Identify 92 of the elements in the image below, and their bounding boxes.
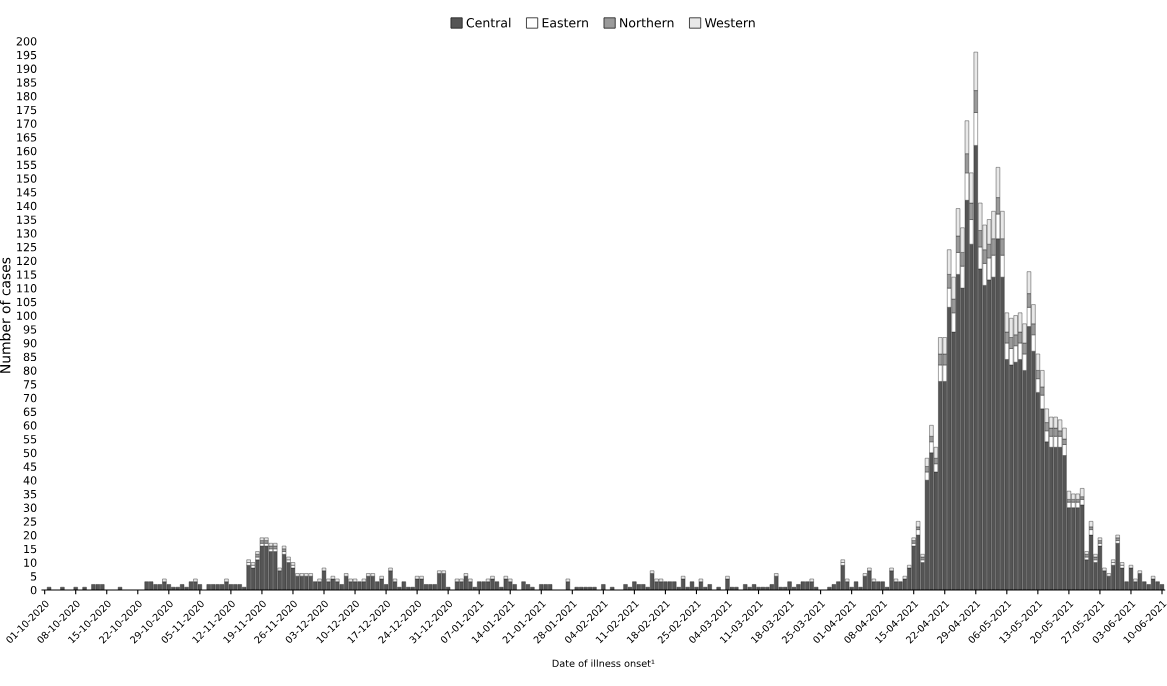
bar xyxy=(525,584,531,590)
bar xyxy=(188,581,194,590)
y-tick-label: 165 xyxy=(17,133,37,142)
y-tick-label: 160 xyxy=(17,146,37,156)
legend-label: Northern xyxy=(620,17,674,28)
bar xyxy=(237,584,242,590)
bar xyxy=(1159,584,1165,590)
y-tick-label: 125 xyxy=(17,242,37,252)
y-tick-label: 170 xyxy=(17,119,37,128)
y-tick-label: 100 xyxy=(17,311,37,320)
y-tick-label: 70 xyxy=(23,393,37,403)
y-tick-label: 80 xyxy=(23,366,37,375)
bar xyxy=(299,576,304,590)
bar xyxy=(228,584,233,590)
bar xyxy=(658,581,664,590)
y-tick-label: 60 xyxy=(23,421,37,430)
bar xyxy=(370,576,375,590)
legend-label: Western xyxy=(704,18,755,28)
bar xyxy=(206,584,211,590)
y-tick-label: 180 xyxy=(17,92,37,101)
bar xyxy=(512,584,517,590)
legend-label: Central xyxy=(466,17,511,28)
y-tick-label: 115 xyxy=(17,270,37,279)
y-tick-label: 155 xyxy=(17,160,37,170)
y-tick-label: 95 xyxy=(23,325,37,334)
y-tick-label: 75 xyxy=(23,380,37,389)
y-tick-label: 50 xyxy=(23,448,37,458)
bar xyxy=(219,584,225,590)
y-tick-label: 85 xyxy=(23,352,37,362)
bar xyxy=(565,581,570,590)
bar xyxy=(623,584,628,590)
bar xyxy=(259,545,265,590)
bar xyxy=(853,581,859,590)
bar xyxy=(800,581,805,590)
bar xyxy=(361,581,366,590)
bar xyxy=(348,581,353,590)
y-tick-label: 20 xyxy=(23,531,37,540)
bar xyxy=(1088,521,1094,528)
y-tick-label: 140 xyxy=(17,201,37,211)
y-tick-label: 185 xyxy=(17,78,37,87)
bar xyxy=(743,584,748,590)
y-tick-label: 55 xyxy=(23,435,37,444)
y-tick-label: 40 xyxy=(23,476,37,485)
y-tick-label: 135 xyxy=(17,215,37,224)
y-axis-title: Number of cases xyxy=(0,257,11,373)
y-tick-label: 65 xyxy=(23,407,37,416)
bar xyxy=(707,584,712,590)
bar xyxy=(787,581,792,590)
bar xyxy=(601,584,606,590)
bar xyxy=(290,567,296,590)
bar xyxy=(388,570,393,590)
y-tick-label: 30 xyxy=(23,503,37,513)
y-tick-label: 5 xyxy=(30,572,37,581)
bar xyxy=(880,581,885,590)
y-tick-label: 145 xyxy=(17,188,37,197)
bar xyxy=(689,581,695,590)
y-tick-label: 195 xyxy=(17,50,37,60)
y-tick-label: 15 xyxy=(24,544,37,554)
bar xyxy=(725,578,730,590)
bar xyxy=(157,584,163,590)
legend-label: Eastern xyxy=(542,18,588,28)
bar xyxy=(698,581,703,590)
bar xyxy=(401,581,406,590)
y-tick-label: 45 xyxy=(23,462,37,471)
y-tick-label: 25 xyxy=(23,517,37,526)
bar xyxy=(831,584,836,590)
y-tick-label: 105 xyxy=(17,297,37,307)
bar xyxy=(197,584,202,590)
y-tick-label: 0 xyxy=(30,585,37,595)
y-tick-label: 90 xyxy=(23,338,37,348)
y-tick-label: 120 xyxy=(17,256,37,266)
bar xyxy=(379,578,384,590)
y-tick-label: 150 xyxy=(17,174,37,183)
bar xyxy=(1128,567,1134,590)
bar xyxy=(1088,534,1094,590)
bar xyxy=(916,521,921,528)
x-axis-title: Date of illness onset¹ xyxy=(552,659,655,668)
y-tick-label: 110 xyxy=(17,284,37,293)
bar xyxy=(1097,545,1103,590)
y-tick-label: 190 xyxy=(17,64,37,73)
bar xyxy=(148,581,154,590)
y-tick-label: 175 xyxy=(17,105,37,115)
y-tick-label: 35 xyxy=(23,489,37,499)
bar xyxy=(521,581,526,590)
bar xyxy=(321,570,327,590)
bar xyxy=(308,576,313,590)
y-tick-label: 130 xyxy=(17,229,37,238)
y-tick-label: 10 xyxy=(24,558,37,567)
bar xyxy=(454,581,460,590)
y-tick-label: 200 xyxy=(16,37,37,46)
bar xyxy=(423,584,429,590)
bar xyxy=(166,584,171,590)
